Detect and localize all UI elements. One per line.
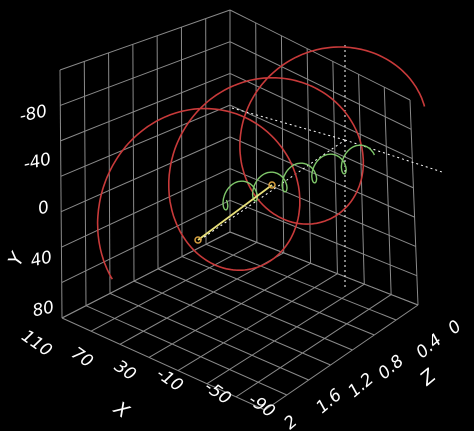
grid-line [156, 35, 159, 269]
grid-line [181, 256, 375, 336]
grid-line [229, 199, 418, 277]
reference-line [231, 107, 346, 141]
grid-line [109, 292, 309, 381]
z-axis-label: Z [415, 364, 441, 390]
grid-line [235, 294, 392, 398]
grid-line [60, 41, 231, 106]
grid-line [332, 61, 338, 274]
grid-line [229, 41, 412, 130]
grid-line [90, 241, 258, 332]
grid-line [85, 305, 288, 396]
z-tick-labels: 0 0.4 0.8 1.2 1.6 2 [280, 317, 465, 431]
x-tick-label: 30 [110, 356, 139, 385]
probe-line [197, 184, 273, 241]
x-tick-label: 70 [67, 343, 96, 372]
grid-line [229, 136, 415, 218]
z-tick-label: 0.4 [412, 330, 446, 363]
probe-start-marker [194, 236, 202, 244]
grid-line [59, 9, 231, 71]
grid-line [383, 87, 392, 295]
z-tick-label: 1.6 [312, 385, 346, 418]
x-tick-label: -90 [244, 390, 278, 422]
outer-helix-series [96, 46, 426, 280]
y-tick-label: -40 [22, 149, 53, 174]
grid-line [61, 168, 231, 248]
grid-line [60, 104, 231, 177]
z-tick-label: 2 [280, 412, 301, 431]
grid-line [255, 22, 258, 243]
grid-line [229, 231, 419, 306]
z-tick-label: 0.8 [374, 351, 408, 384]
grid-line [83, 61, 87, 306]
y-tick-label: 0 [36, 197, 51, 219]
grid-line [148, 262, 311, 358]
z-tick-label: 0 [444, 317, 465, 339]
grid-line [157, 268, 353, 351]
grid-line [409, 99, 419, 306]
reference-line [344, 139, 443, 173]
grid-line [60, 136, 231, 213]
inner-helix-series [222, 144, 376, 211]
y-tick-label: 40 [29, 247, 54, 271]
grid-line [61, 231, 231, 319]
grid-line [205, 243, 397, 321]
grid-line [206, 283, 365, 385]
y-axis-label: Y [4, 248, 29, 269]
grid-line [177, 273, 338, 371]
grid-line [132, 44, 135, 282]
x-tick-label: 110 [18, 326, 56, 361]
grid-line [60, 72, 231, 142]
x-tick-label: -50 [200, 377, 234, 409]
grid-line [280, 35, 285, 253]
reference-line [199, 139, 346, 241]
series-layer [96, 46, 426, 280]
y-tick-label: -80 [18, 101, 49, 126]
grid-line [229, 9, 411, 101]
y-tick-labels: -80 -40 0 40 80 [18, 101, 56, 321]
x-axis-label: X [109, 397, 134, 424]
grid-layer [59, 9, 419, 411]
y-tick-label: 80 [31, 297, 56, 321]
reference-lines [199, 45, 443, 290]
grid-line [229, 168, 416, 247]
grid-line [180, 27, 183, 257]
grid-line [59, 69, 63, 319]
grid-line [61, 317, 266, 411]
grid-line [264, 304, 419, 411]
grid-line [61, 199, 231, 284]
grid-line [229, 104, 414, 189]
probe-end-marker [268, 181, 276, 189]
grid-line [133, 280, 331, 366]
z-tick-label: 1.2 [344, 369, 378, 402]
